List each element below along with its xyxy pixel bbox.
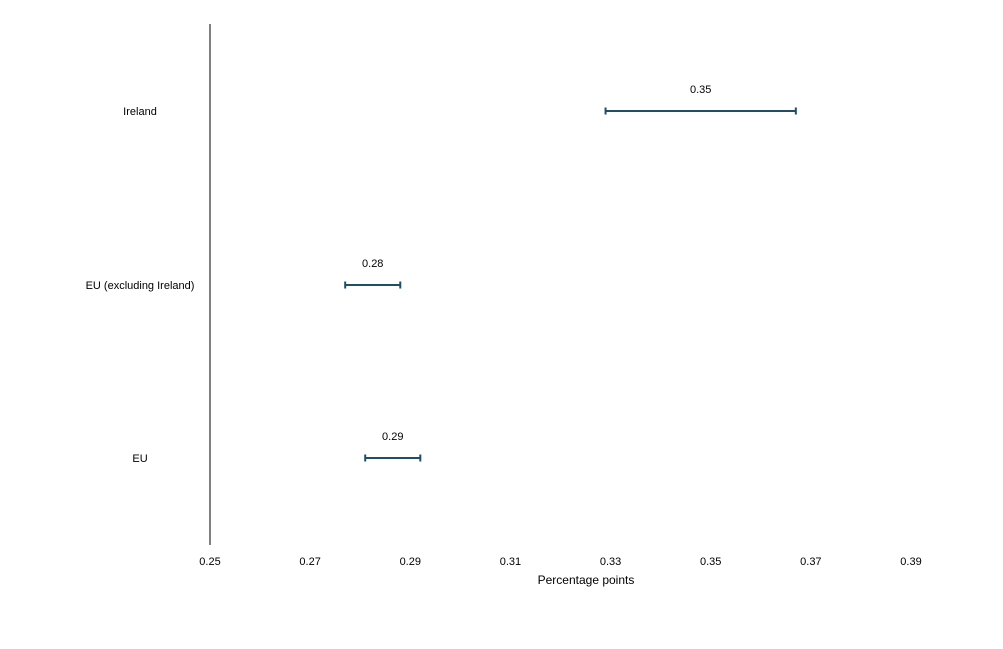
data-label-ireland: 0.35 [690, 84, 711, 96]
x-tick-label: 0.25 [199, 556, 220, 568]
x-tick-label: 0.33 [600, 556, 621, 568]
x-tick-label: 0.29 [400, 556, 421, 568]
interval-bars: 0.35 0.28 0.29 [344, 84, 797, 462]
category-label-eu-excluding-ireland: EU (excluding Ireland) [86, 280, 195, 292]
x-tick-label: 0.31 [500, 556, 521, 568]
x-tick-label: 0.27 [299, 556, 320, 568]
x-tick-label: 0.35 [700, 556, 721, 568]
category-label-eu: EU [132, 453, 147, 465]
x-tick-label: 0.39 [900, 556, 921, 568]
x-axis-title: Percentage points [538, 573, 635, 587]
data-label-eu-excluding-ireland: 0.28 [362, 258, 383, 270]
data-label-eu: 0.29 [382, 431, 403, 443]
category-label-ireland: Ireland [123, 106, 157, 118]
x-tick-labels: 0.25 0.27 0.29 0.31 0.33 0.35 0.37 0.39 [199, 556, 921, 568]
x-tick-label: 0.37 [800, 556, 821, 568]
category-labels: Ireland EU (excluding Ireland) EU [86, 106, 195, 465]
